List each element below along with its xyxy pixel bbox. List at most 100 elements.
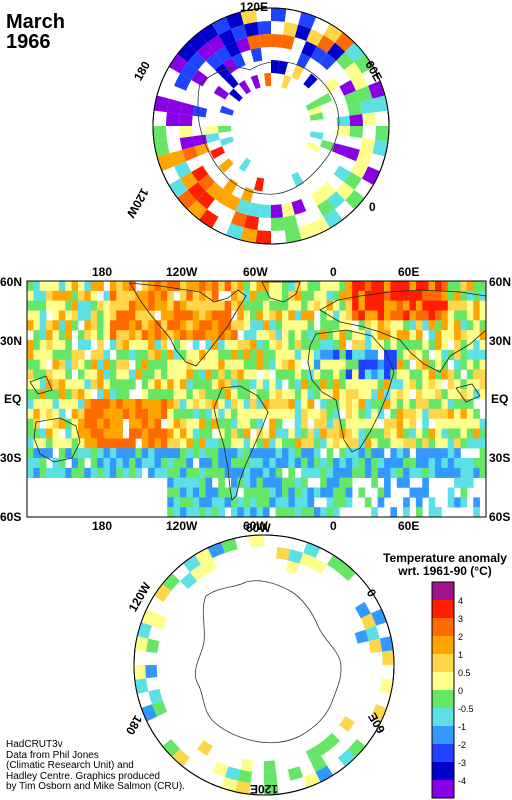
grid-cell <box>441 340 449 351</box>
grid-cell <box>479 349 486 360</box>
polar-cell <box>344 90 360 106</box>
legend-colorbar <box>431 581 455 799</box>
grid-cell <box>211 458 219 469</box>
grid-cell <box>403 281 410 292</box>
grid-cell <box>435 290 442 301</box>
grid-cell <box>313 359 321 370</box>
grid-cell <box>345 330 353 341</box>
grid-cell <box>339 330 347 341</box>
polar-cell <box>222 57 238 74</box>
polar-cell <box>168 54 188 74</box>
grid-cell <box>39 467 47 478</box>
grid-cell <box>352 349 359 360</box>
grid-cell <box>415 389 423 400</box>
grid-cell <box>466 330 474 341</box>
grid-cell <box>160 281 168 292</box>
grid-cell <box>256 290 264 301</box>
grid-cell <box>333 389 340 400</box>
grid-cell <box>301 428 308 439</box>
bottom-lon-0: 0 <box>330 519 337 533</box>
grid-cell <box>167 408 174 419</box>
grid-cell <box>148 399 155 410</box>
grid-cell <box>135 330 143 341</box>
grid-cell <box>466 340 474 351</box>
grid-cell <box>371 340 378 351</box>
grid-cell <box>307 389 315 400</box>
grid-cell <box>454 379 461 390</box>
grid-cell <box>364 438 372 449</box>
grid-cell <box>269 438 276 449</box>
grid-cell <box>288 330 296 341</box>
grid-cell <box>160 290 168 301</box>
grid-cell <box>39 320 47 331</box>
grid-cell <box>460 418 468 429</box>
polar-cell <box>180 62 198 80</box>
grid-cell <box>141 330 149 341</box>
grid-cell <box>428 310 436 321</box>
grid-cell <box>250 359 257 370</box>
grid-cell <box>256 330 264 341</box>
grid-cell <box>345 477 353 488</box>
grid-cell <box>173 369 181 380</box>
grid-cell <box>326 458 334 469</box>
grid-cell <box>180 349 187 360</box>
grid-cell <box>403 497 410 508</box>
grid-cell <box>460 399 468 410</box>
grid-cell <box>466 467 474 478</box>
grid-cell <box>403 290 410 301</box>
grid-cell <box>33 359 41 370</box>
grid-cell <box>256 458 264 469</box>
polar-cell <box>344 146 360 162</box>
grid-cell <box>269 281 276 292</box>
grid-cell <box>148 389 155 400</box>
grid-cell <box>97 389 104 400</box>
grid-cell <box>479 448 486 459</box>
grid-cell <box>333 330 340 341</box>
left-lat-eq: EQ <box>4 392 22 406</box>
grid-cell <box>243 507 251 517</box>
grid-cell <box>250 448 257 459</box>
grid-cell <box>301 300 308 311</box>
grid-cell <box>192 340 200 351</box>
grid-cell <box>180 300 187 311</box>
polar-cell <box>334 32 355 52</box>
grid-cell <box>415 399 423 410</box>
grid-cell <box>256 408 264 419</box>
grid-cell <box>345 487 353 498</box>
grid-cell <box>52 340 60 351</box>
grid-cell <box>473 320 480 331</box>
grid-cell <box>180 418 187 429</box>
grid-cell <box>441 399 449 410</box>
grid-cell <box>160 428 168 439</box>
grid-cell <box>282 290 289 301</box>
grid-cell <box>27 281 34 292</box>
grid-cell <box>333 379 340 390</box>
grid-cell <box>422 310 429 321</box>
polar-cell <box>255 230 271 244</box>
grid-cell <box>218 487 225 498</box>
grid-cell <box>301 310 308 321</box>
bottom-lon-60e: 60E <box>398 519 420 533</box>
grid-cell <box>326 428 334 439</box>
grid-cell <box>186 281 194 292</box>
grid-cell <box>129 340 136 351</box>
grid-cell <box>345 399 353 410</box>
polar-cell <box>134 678 149 694</box>
polar-cell <box>317 199 335 217</box>
grid-cell <box>167 418 174 429</box>
grid-cell <box>371 418 378 429</box>
grid-cell <box>129 290 136 301</box>
grid-cell <box>447 281 455 292</box>
polar-cell <box>134 665 147 680</box>
grid-cell <box>301 487 308 498</box>
grid-cell <box>97 300 104 311</box>
grid-cell <box>320 507 327 517</box>
grid-cell <box>90 448 98 459</box>
polar-cell <box>372 95 388 113</box>
credit-text: HadCRUT3v Data from Phil Jones (Climatic… <box>6 739 185 793</box>
grid-cell <box>84 320 92 331</box>
polar-cell <box>199 23 219 43</box>
grid-cell <box>313 408 321 419</box>
grid-cell <box>435 389 442 400</box>
polar-cell <box>187 200 208 220</box>
